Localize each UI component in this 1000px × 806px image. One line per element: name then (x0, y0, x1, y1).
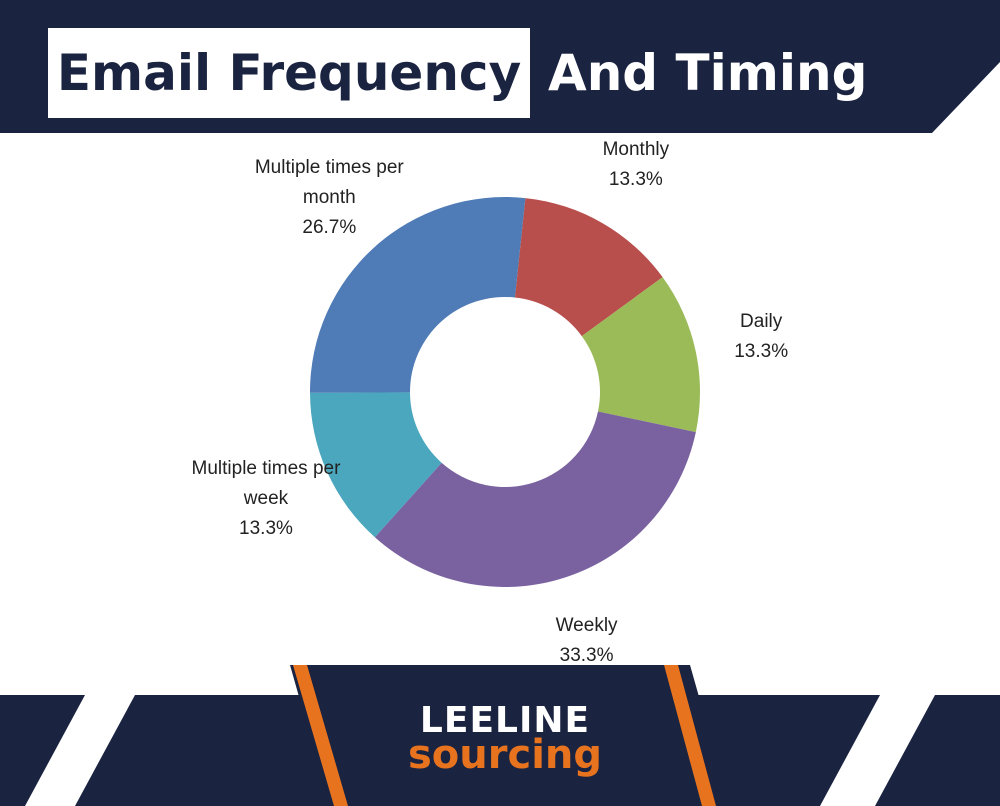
title: And Timing (548, 44, 868, 102)
segment-label: Daily 13.3% (676, 307, 846, 367)
stripe (820, 695, 935, 806)
segment-label: Multiple times per week 13.3% (181, 454, 351, 544)
segment-label: Weekly 33.3% (502, 611, 672, 671)
value-label: 13.3% (608, 169, 663, 191)
value-label: 13.3% (239, 518, 293, 540)
donut-segment (310, 197, 526, 393)
accent-stripe (293, 665, 348, 806)
stripe (25, 695, 135, 806)
donut-segment (310, 392, 442, 538)
logo-text: sourcing (407, 732, 603, 778)
accent-stripe (664, 665, 716, 806)
segment-label: Monthly 13.3% (551, 135, 721, 195)
segment-label: Multiple times per month 26.7% (244, 153, 414, 243)
category-label: Multiple times per week (191, 458, 341, 510)
donut-segment (374, 411, 696, 587)
logo-text: LEELINE (419, 700, 591, 741)
donut-segment (581, 277, 700, 433)
donut-segment (514, 198, 663, 337)
value-label: 26.7% (302, 216, 357, 238)
title-boxed: Email Frequency (48, 28, 530, 118)
category-label: Monthly (602, 139, 670, 161)
category-label: Multiple times per month (254, 156, 404, 208)
logo-panel (290, 665, 730, 806)
value-label: 13.3% (734, 341, 789, 363)
value-label: 33.3% (559, 644, 614, 666)
category-label: Weekly (555, 614, 618, 636)
category-label: Daily (740, 311, 783, 333)
